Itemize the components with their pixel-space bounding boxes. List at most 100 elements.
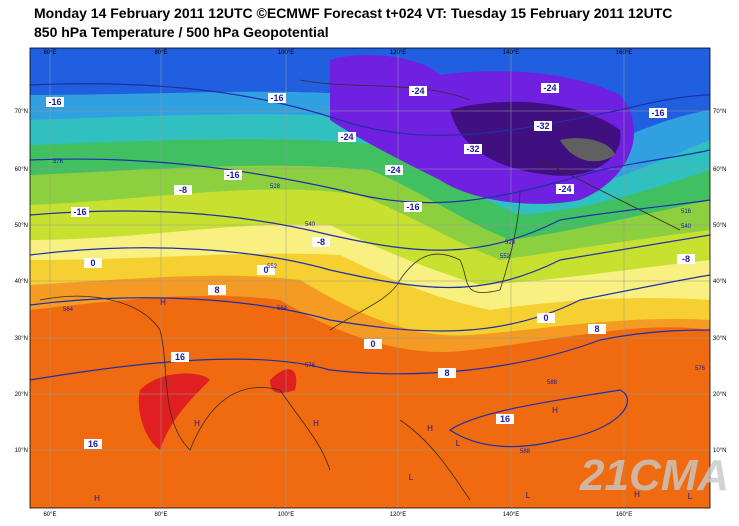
pressure-centre: H (194, 419, 200, 428)
lat-label: 20°N (15, 392, 28, 398)
temperature-label: -16 (270, 93, 283, 103)
temperature-label: -8 (317, 237, 325, 247)
temperature-label-box (224, 170, 242, 180)
pressure-centre: H (552, 406, 558, 415)
map-frame (29, 47, 711, 509)
temperature-label: 0 (90, 258, 95, 268)
geopotential-label: 576 (53, 159, 64, 165)
temperature-label-box (312, 237, 330, 247)
watermark: 21CMA (579, 451, 729, 500)
temperature-label: -8 (179, 185, 187, 195)
temperature-label-box (171, 352, 189, 362)
temperature-label: -32 (536, 121, 549, 131)
lon-label: 80°E (154, 512, 167, 518)
temperature-label: -16 (73, 207, 86, 217)
temperature-label-box (174, 185, 192, 195)
temperature-label-box (464, 144, 482, 154)
pressure-centre: L (688, 492, 693, 501)
pressure-centre: H (634, 490, 640, 499)
temperature-label-box (404, 202, 422, 212)
temperature-label-box (364, 339, 382, 349)
temperature-label-box (677, 254, 695, 264)
geopotential-label: 576 (305, 363, 316, 369)
temperature-label: -24 (387, 165, 400, 175)
temperature-label: -16 (226, 170, 239, 180)
lat-label: 70°N (713, 109, 726, 115)
lon-label: 80°E (154, 50, 167, 56)
geopotential-label: 564 (277, 306, 288, 312)
lat-label: 10°N (15, 448, 28, 454)
lon-label: 140°E (503, 512, 519, 518)
geopotential-label: 564 (63, 307, 74, 313)
geopotential-label: 528 (505, 240, 516, 246)
temperature-label-box (556, 184, 574, 194)
temperature-label: 16 (88, 439, 98, 449)
geopotential-label: 540 (305, 222, 316, 228)
temperature-label-box (71, 207, 89, 217)
pressure-centre: L (526, 491, 531, 500)
lon-label: 60°E (43, 512, 56, 518)
lon-label: 60°E (43, 50, 56, 56)
lat-label: 30°N (15, 336, 28, 342)
pressure-centre: H (94, 494, 100, 503)
temperature-label-box (84, 258, 102, 268)
temperature-label: 8 (214, 285, 219, 295)
temperature-label: 0 (543, 313, 548, 323)
lat-label: 10°N (713, 448, 726, 454)
temperature-label-box (208, 285, 226, 295)
lon-label: 120°E (390, 512, 406, 518)
temperature-label: -24 (543, 83, 556, 93)
lat-label: 40°N (713, 279, 726, 285)
temperature-label-box (534, 121, 552, 131)
temperature-label-box (541, 83, 559, 93)
lat-label: 50°N (15, 223, 28, 229)
temperature-label-box (268, 93, 286, 103)
temperature-label-box (649, 108, 667, 118)
temperature-label-box (496, 414, 514, 424)
lon-label: 140°E (503, 50, 519, 56)
temperature-label: 0 (263, 265, 268, 275)
temperature-label-box (438, 368, 456, 378)
temperature-label: -24 (411, 86, 424, 96)
temperature-label-box (84, 439, 102, 449)
lat-label: 40°N (15, 279, 28, 285)
lat-label: 70°N (15, 109, 28, 115)
lon-label: 160°E (616, 512, 632, 518)
geopotential-label: 588 (547, 380, 558, 386)
temperature-label-box (537, 313, 555, 323)
lon-label: 120°E (390, 50, 406, 56)
pressure-centre: H (427, 424, 433, 433)
temperature-label: 16 (500, 414, 510, 424)
geopotential-label: 540 (681, 224, 692, 230)
lat-label: 60°N (15, 167, 28, 173)
temperature-label-box (257, 265, 275, 275)
geopotential-label: 516 (681, 209, 692, 215)
temperature-label: 0 (370, 339, 375, 349)
pressure-centre: H (160, 298, 166, 307)
pressure-centre: L (409, 473, 414, 482)
temperature-label: -16 (651, 108, 664, 118)
temperature-label-box (409, 86, 427, 96)
geopotential-label: 552 (500, 254, 511, 260)
lon-label: 160°E (616, 50, 632, 56)
temperature-label-box (46, 97, 64, 107)
lon-label: 100°E (278, 512, 294, 518)
temperature-label: 8 (594, 324, 599, 334)
temperature-label: -8 (682, 254, 690, 264)
title: Monday 14 February 2011 12UTC ©ECMWF For… (34, 5, 672, 21)
map-overlay (30, 48, 710, 508)
temperature-label: -24 (340, 132, 353, 142)
temperature-label: -16 (406, 202, 419, 212)
geopotential-label: 528 (270, 184, 281, 190)
lon-label: 100°E (278, 50, 294, 56)
temperature-label: 8 (444, 368, 449, 378)
temperature-label: -16 (48, 97, 61, 107)
lat-label: 60°N (713, 167, 726, 173)
geopotential-label: 588 (520, 449, 531, 455)
temperature-label: 16 (175, 352, 185, 362)
lat-label: 20°N (713, 392, 726, 398)
temperature-label-box (385, 165, 403, 175)
lat-label: 50°N (713, 223, 726, 229)
geopotential-label: 576 (695, 366, 706, 372)
